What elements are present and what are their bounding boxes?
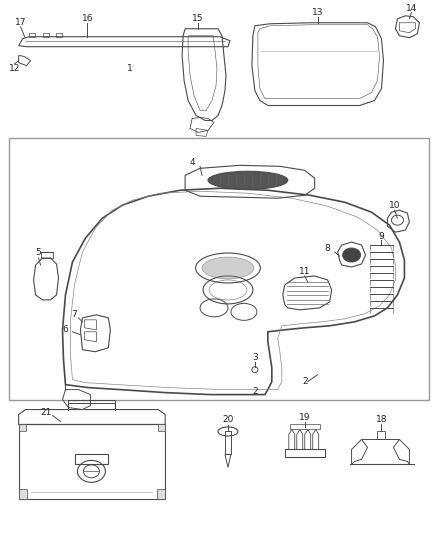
Text: 17: 17	[15, 18, 26, 27]
Text: 21: 21	[40, 408, 51, 417]
Text: 2: 2	[302, 377, 307, 386]
Text: 9: 9	[378, 232, 385, 240]
Text: 7: 7	[71, 310, 78, 319]
Text: 10: 10	[389, 201, 400, 209]
Bar	[9, 139, 429, 400]
Text: 20: 20	[222, 415, 233, 424]
Text: 15: 15	[192, 14, 204, 23]
Polygon shape	[19, 489, 27, 499]
Text: 8: 8	[325, 244, 331, 253]
Polygon shape	[158, 424, 165, 432]
Text: 13: 13	[312, 9, 323, 17]
Text: 18: 18	[376, 415, 387, 424]
Ellipse shape	[202, 257, 254, 279]
Ellipse shape	[343, 248, 360, 262]
Text: 4: 4	[189, 158, 195, 167]
Text: 2: 2	[252, 387, 258, 396]
Text: 1: 1	[127, 64, 133, 73]
Ellipse shape	[208, 171, 288, 189]
Text: 5: 5	[36, 247, 42, 256]
Text: 11: 11	[299, 268, 311, 277]
Text: 16: 16	[81, 14, 93, 23]
Text: 6: 6	[63, 325, 68, 334]
Polygon shape	[19, 424, 25, 432]
Text: 12: 12	[9, 64, 20, 73]
Text: 19: 19	[299, 413, 311, 422]
Text: 3: 3	[252, 353, 258, 362]
Polygon shape	[157, 489, 165, 499]
Text: 14: 14	[406, 4, 417, 13]
